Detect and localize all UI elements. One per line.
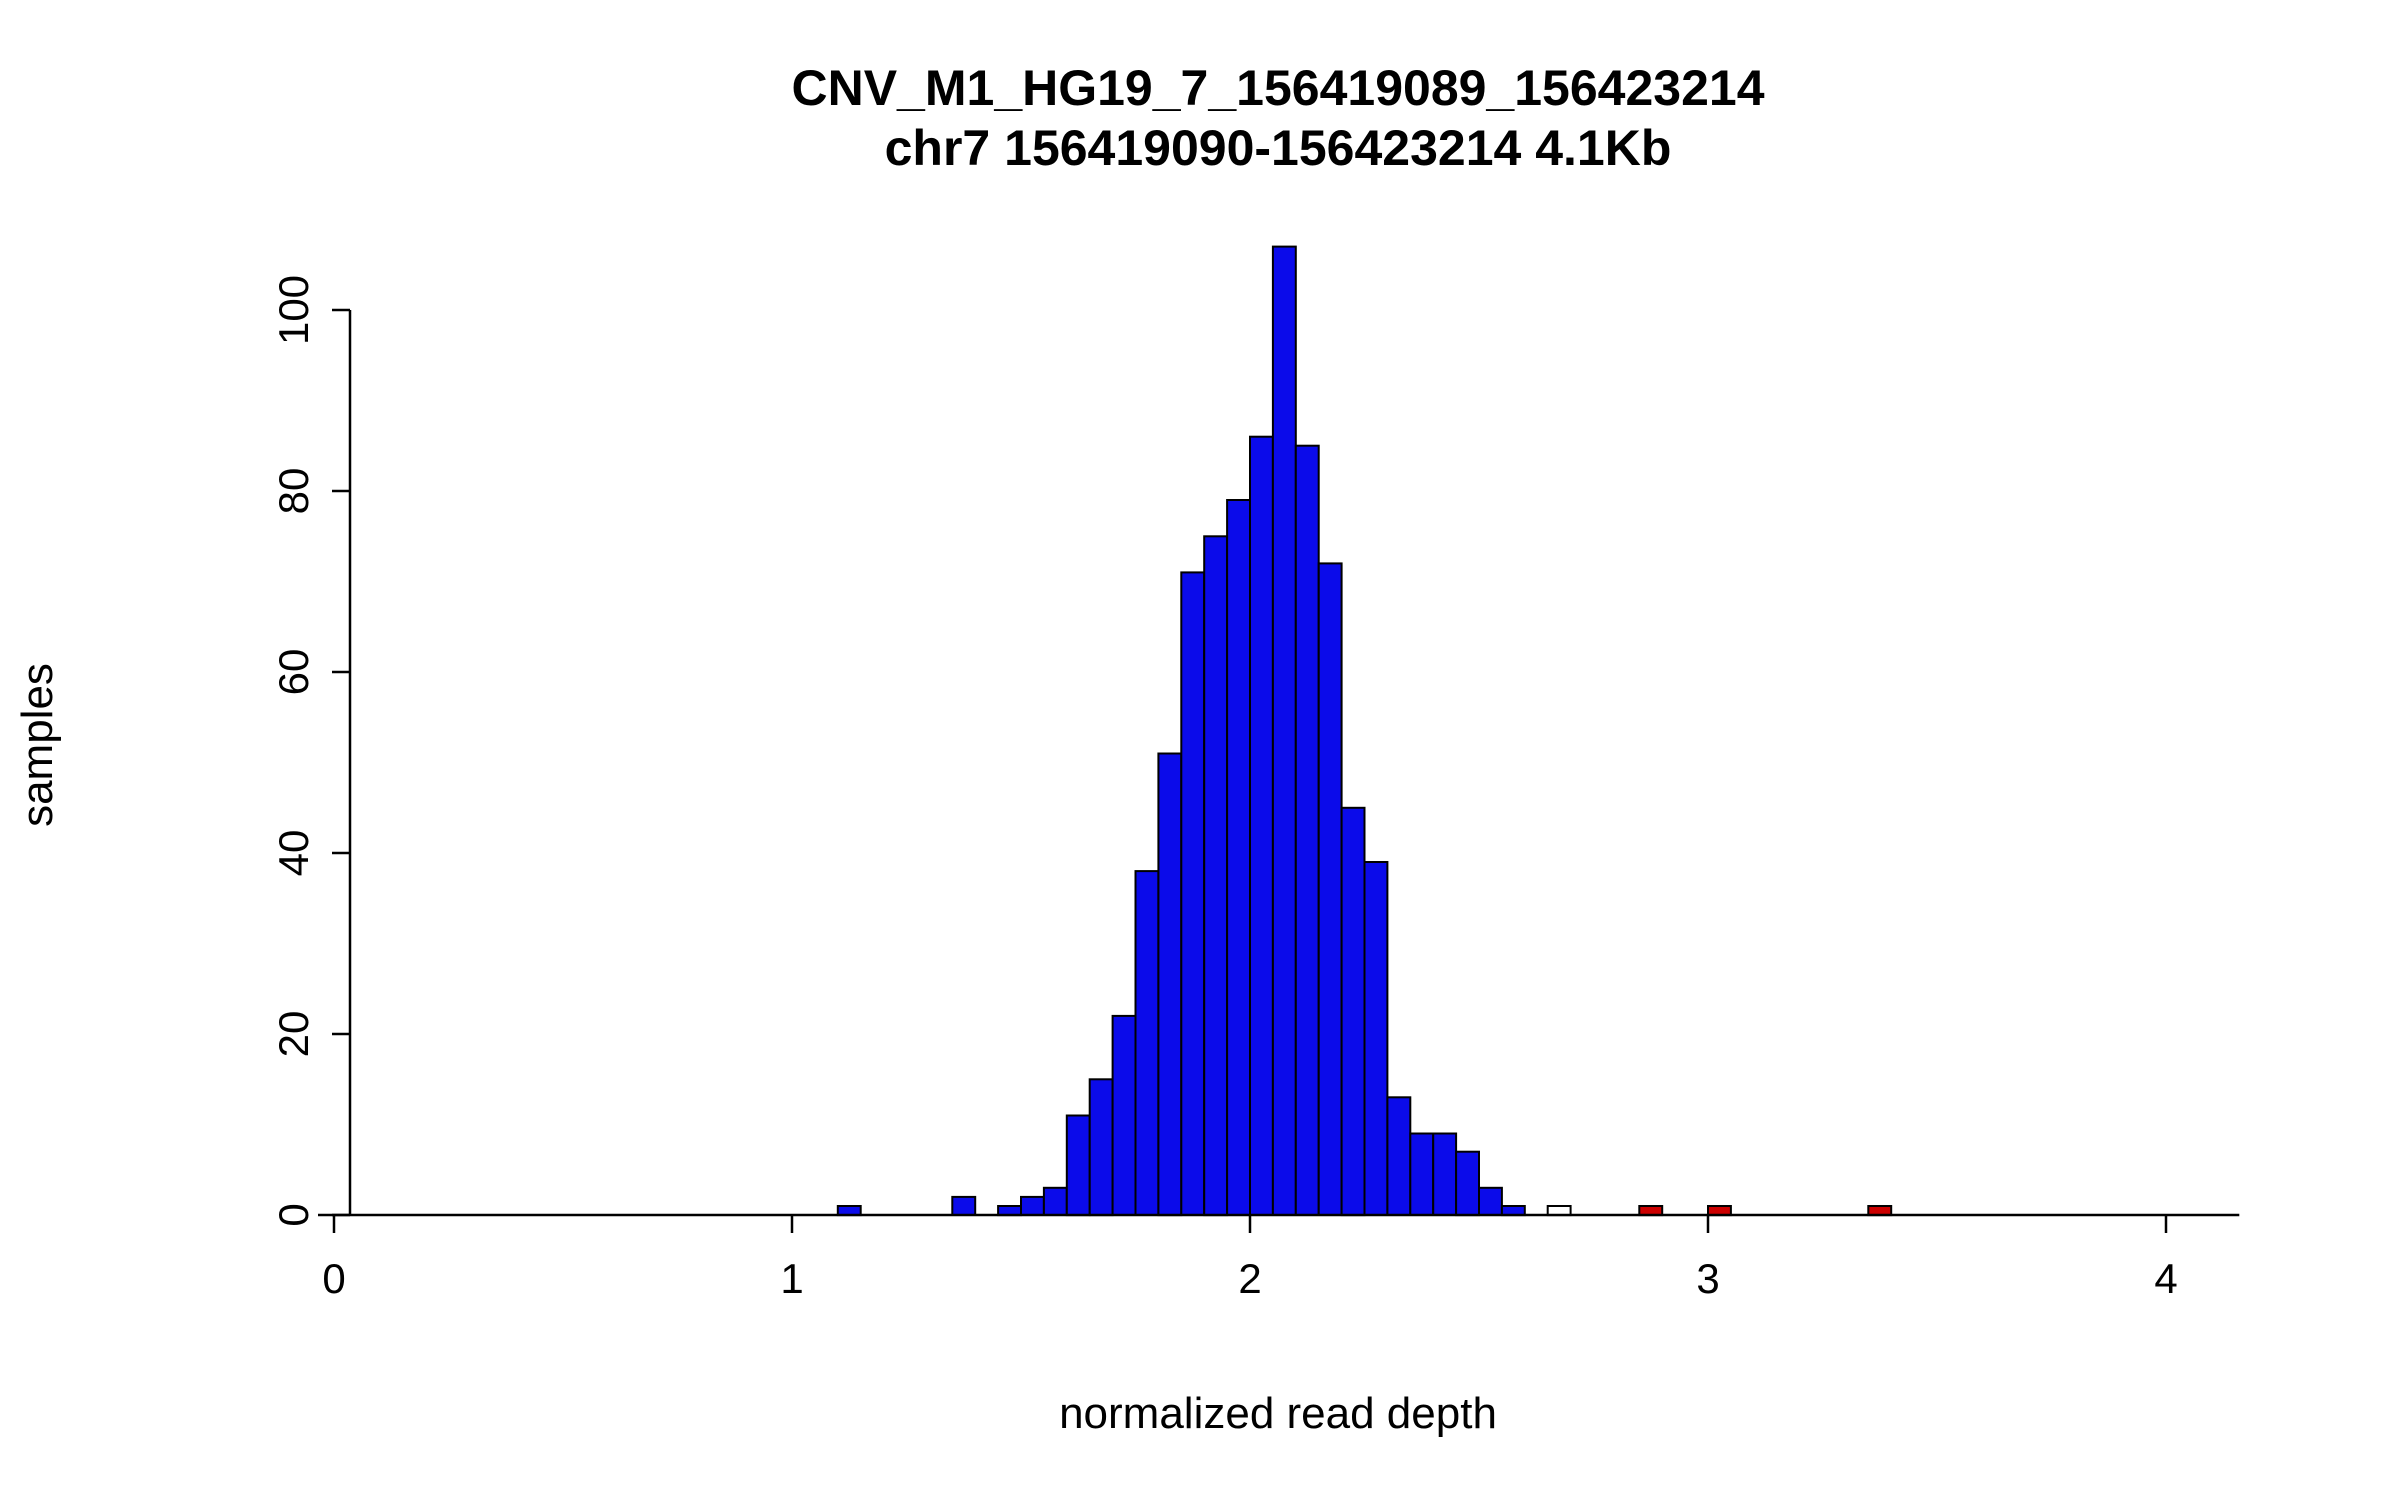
histogram-bar [1432,1132,1458,1216]
y-tick-label: 0 [270,1203,317,1226]
x-tick-label: 1 [780,1255,803,1302]
histogram-bar [1271,245,1297,1217]
histogram-bar [951,1195,977,1217]
histogram-bar [1134,870,1160,1216]
histogram-bar [1020,1195,1045,1217]
histogram-bar [1409,1132,1435,1216]
histogram-bar [836,1205,862,1217]
x-tick-label: 2 [1238,1255,1261,1302]
y-tick-label: 100 [270,275,317,345]
histogram-bar [1500,1205,1526,1217]
histogram-bar [1111,1014,1137,1217]
histogram-bar [1294,444,1320,1216]
x-tick-label: 3 [1696,1255,1719,1302]
x-tick-label: 0 [322,1255,345,1302]
histogram-bar [1226,499,1251,1216]
histogram-bars [836,245,1893,1217]
y-tick-label: 20 [270,1011,317,1058]
chart-subtitle: chr7 156419090-156423214 4.1Kb [885,120,1672,176]
y-tick-label: 80 [270,468,317,515]
histogram-bar [1707,1205,1732,1217]
histogram-bar [1042,1186,1068,1217]
histogram-bar [1340,806,1366,1217]
histogram-bar [1203,535,1229,1217]
x-axis-label: normalized read depth [1059,1389,1497,1438]
chart-title: CNV_M1_HG19_7_156419089_156423214 [791,60,1764,116]
histogram-bar [1386,1096,1412,1217]
y-tick-label: 60 [270,649,317,696]
histogram-bar [1363,861,1389,1216]
histogram-bar [1157,752,1183,1217]
x-tick-label: 4 [2154,1255,2177,1302]
histogram-bar [1478,1186,1503,1217]
y-axis-label: samples [13,663,62,827]
histogram-bar [1180,571,1206,1216]
histogram-bar [1455,1150,1480,1217]
histogram-bar [1546,1205,1572,1217]
histogram-bar [1867,1205,1893,1217]
y-tick-label: 40 [270,830,317,877]
histogram-bar [1638,1205,1664,1217]
histogram-bar [997,1205,1022,1217]
histogram-bar [1088,1078,1114,1217]
histogram-bar [1065,1114,1091,1217]
histogram-bar [1317,562,1343,1216]
histogram-bar [1249,435,1274,1216]
